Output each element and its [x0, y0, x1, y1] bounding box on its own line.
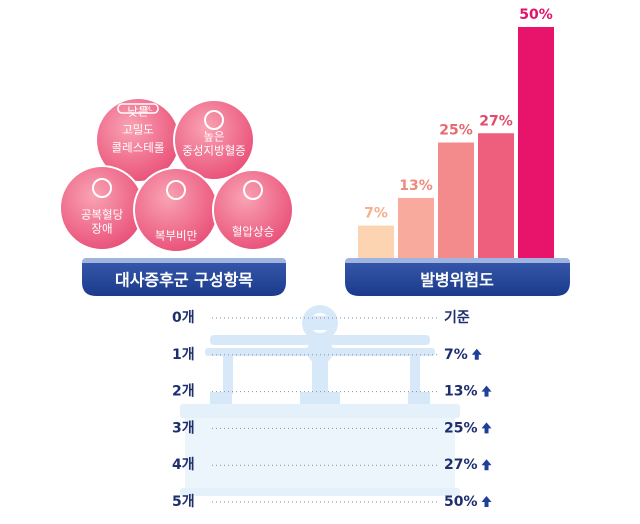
value-label: 13%	[399, 178, 433, 194]
component-label: 높은	[203, 130, 224, 144]
value-label: 25%	[439, 123, 473, 139]
row-risk: 기준	[444, 310, 470, 326]
component-label: 고밀도	[122, 123, 154, 137]
icon	[204, 110, 224, 130]
platform-label: 발병위험도	[420, 271, 494, 290]
row-count: 4개	[172, 457, 195, 473]
row-count: 5개	[172, 494, 195, 510]
tube-icon	[117, 103, 159, 114]
icon-label: HDL	[140, 106, 153, 113]
bar	[438, 142, 474, 258]
bar	[518, 27, 554, 258]
up-arrow	[481, 459, 492, 471]
row-count: 1개	[172, 347, 195, 363]
component-circle	[212, 169, 294, 251]
scale-illustration	[180, 305, 460, 496]
row-risk: 7%	[444, 347, 468, 363]
value-label: 7%	[364, 206, 388, 222]
component-label: 공복혈당	[81, 208, 124, 222]
component-label: 장애	[91, 222, 112, 236]
bar	[398, 197, 434, 258]
component-label: 복부비만	[155, 229, 198, 243]
component-label: 혈압상승	[232, 225, 274, 239]
up-arrow	[471, 348, 482, 360]
row-count: 2개	[172, 384, 195, 400]
component-label: 콜레스테롤	[112, 141, 165, 155]
up-arrow	[481, 385, 492, 397]
row-risk: 13%	[444, 384, 478, 400]
value-label: 27%	[479, 113, 513, 129]
components-title: 대사증후군 구성항목	[115, 271, 253, 290]
up-arrow	[481, 422, 492, 434]
component-circle	[173, 99, 255, 181]
value-label: 50%	[519, 7, 553, 23]
row-count: 0개	[172, 310, 195, 326]
left-platform: 대사증후군 구성항목	[82, 258, 286, 296]
icon	[243, 180, 263, 200]
row-risk: 27%	[444, 457, 478, 473]
icon	[166, 180, 186, 200]
bar	[478, 133, 514, 258]
row-count: 3개	[172, 420, 195, 436]
component-label: 중성지방혈증	[182, 144, 245, 158]
up-arrow	[481, 496, 492, 507]
row-risk: 50%	[444, 494, 478, 510]
row-risk: 25%	[444, 420, 478, 436]
right-platform: 발병위험도	[345, 258, 570, 296]
icon	[92, 178, 112, 198]
component-label: 낮은	[127, 105, 148, 119]
bar	[358, 225, 394, 258]
